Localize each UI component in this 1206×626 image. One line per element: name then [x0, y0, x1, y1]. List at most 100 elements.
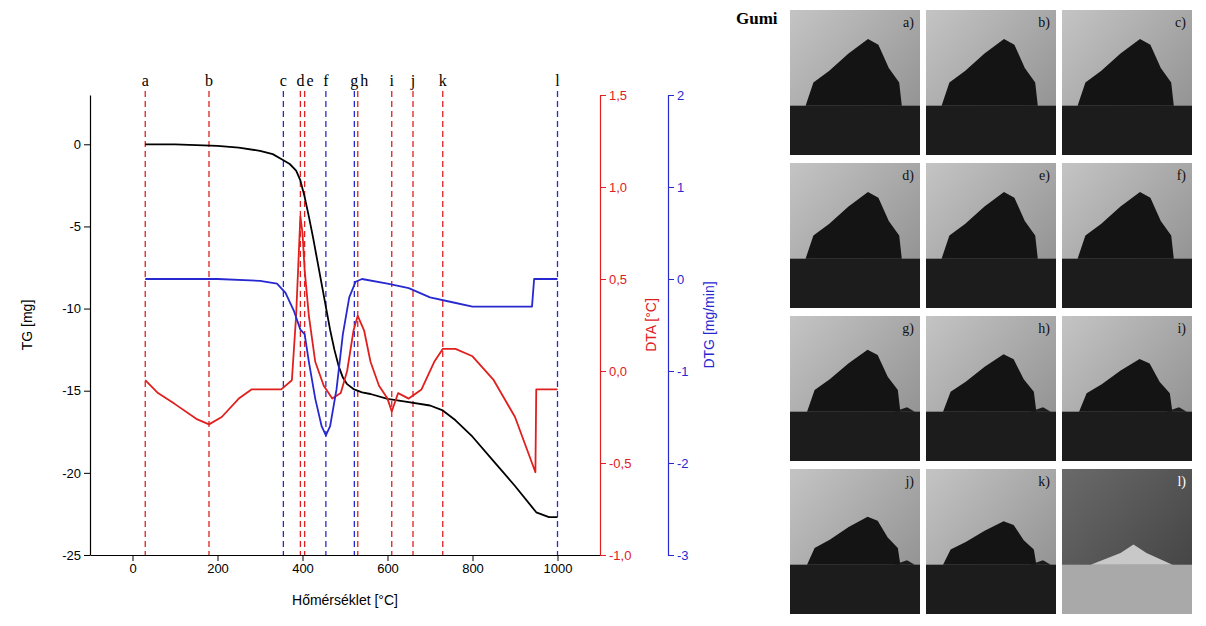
photo-sample — [807, 350, 900, 412]
tick: 400 — [292, 555, 314, 576]
tick: 600 — [377, 555, 399, 576]
tick-mark — [558, 555, 559, 561]
y-axis-dtg: -3 -2 -1 0 1 2 — [668, 88, 689, 563]
tick-mark — [600, 279, 606, 280]
photo-sample — [806, 39, 902, 106]
tick-mark — [600, 95, 606, 96]
event-label: d — [296, 72, 304, 89]
photo-frame: a) — [790, 10, 920, 155]
event-label: b — [205, 72, 213, 89]
tick: 2 — [668, 88, 684, 103]
photo-stage — [926, 565, 1056, 614]
photo-frame: e) — [926, 163, 1056, 308]
tick-label: 0,5 — [609, 272, 627, 287]
tick: 1 — [668, 180, 684, 195]
photo-sample — [942, 39, 1038, 106]
tick: 0,0 — [600, 364, 627, 379]
tick-label: 0,0 — [609, 364, 627, 379]
tick-mark — [473, 555, 474, 561]
event-line — [304, 91, 305, 555]
photo-sample — [1078, 192, 1174, 259]
photo-sample — [1078, 39, 1174, 106]
photo-background — [926, 10, 1056, 155]
photo-stage — [790, 412, 920, 461]
tick: 0,5 — [600, 272, 627, 287]
tick-mark — [133, 555, 134, 561]
axis-line — [668, 96, 669, 556]
tick-label: 2 — [677, 88, 684, 103]
x-axis: 0 200 400 600 800 1000 — [91, 555, 601, 576]
photo-frame: h) — [926, 316, 1056, 461]
tick: 0 — [129, 555, 136, 576]
tick-label: -25 — [62, 548, 81, 563]
photo-debris — [1166, 407, 1187, 411]
tick-label: -1 — [677, 364, 689, 379]
tick-mark — [84, 144, 90, 145]
photo-label: e) — [1039, 168, 1050, 184]
photo-label: l) — [1177, 474, 1186, 490]
photo-background — [926, 163, 1056, 308]
tick-label: 1,0 — [609, 180, 627, 195]
photo-background — [1062, 10, 1192, 155]
tick-label: -2 — [677, 456, 689, 471]
photo-stage — [790, 106, 920, 155]
tick-label: 400 — [292, 561, 314, 576]
photo-label: a) — [903, 15, 914, 31]
photo-background — [790, 163, 920, 308]
tick: 200 — [207, 555, 229, 576]
tick-label: -15 — [62, 383, 81, 398]
tick-mark — [600, 187, 606, 188]
tick-mark — [84, 555, 90, 556]
photo-debris — [894, 407, 915, 411]
tick-label: 1000 — [544, 561, 573, 576]
tick: -10 — [62, 301, 90, 316]
axis-line — [91, 555, 601, 556]
tick-label: -1,0 — [609, 548, 631, 563]
tick: 800 — [462, 555, 484, 576]
tick-mark — [84, 309, 90, 310]
photo-title: Gumi — [736, 9, 778, 28]
event-label: c — [280, 72, 287, 89]
photo-background — [790, 316, 920, 461]
photo-stage — [1062, 106, 1192, 155]
photo-sample — [943, 354, 1036, 411]
event-label: h — [360, 72, 368, 89]
event-label: g — [350, 72, 358, 90]
y-axis-title-dtg: DTG [mg/min] — [701, 281, 717, 368]
tick-mark — [668, 95, 674, 96]
photo-background — [1062, 163, 1192, 308]
photo-frame: d) — [790, 163, 920, 308]
photo-frame: k) — [926, 469, 1056, 614]
tick-mark — [600, 463, 606, 464]
tick-label: 600 — [377, 561, 399, 576]
photo-label: f) — [1177, 168, 1187, 184]
tick-label: 0 — [677, 272, 684, 287]
photo-label: j) — [904, 474, 914, 490]
event-label: j — [410, 72, 415, 90]
y-axis-title-dta: DTA [°C] — [643, 298, 659, 352]
photo-label: g) — [902, 321, 914, 337]
photo-frame: j) — [790, 469, 920, 614]
tick-label: 1 — [677, 180, 684, 195]
y-axis-tg: -25-20-15-10-50 — [62, 96, 90, 563]
series-line — [145, 216, 557, 472]
tick-mark — [303, 555, 304, 561]
photo-label: d) — [902, 168, 914, 184]
tick-mark — [84, 391, 90, 392]
event-line — [325, 91, 326, 555]
tick: 1,5 — [600, 88, 627, 103]
event-line — [208, 91, 209, 555]
photo-stage — [790, 259, 920, 308]
photo-frame: c) — [1062, 10, 1192, 155]
tick: 1000 — [544, 555, 573, 576]
photo-background — [1062, 316, 1192, 461]
photo-frame: g) — [790, 316, 920, 461]
event-label: a — [142, 72, 149, 89]
photo-label: c) — [1175, 15, 1186, 31]
tick: -2 — [668, 456, 689, 471]
tick-label: 1,5 — [609, 88, 627, 103]
photo-sample — [1091, 544, 1173, 564]
tick-mark — [668, 555, 674, 556]
tick: -3 — [668, 548, 689, 563]
event-label: f — [323, 72, 329, 89]
